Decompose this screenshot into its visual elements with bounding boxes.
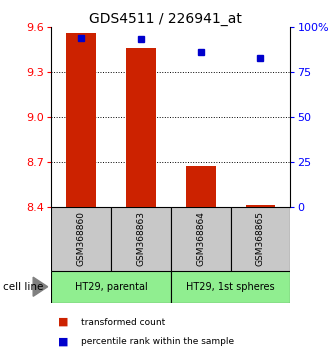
Bar: [51, 207, 111, 271]
Bar: [51, 271, 171, 303]
Bar: [171, 207, 231, 271]
Bar: [246, 205, 276, 207]
Bar: [126, 47, 156, 207]
Text: GSM368865: GSM368865: [256, 211, 265, 267]
Bar: [111, 207, 171, 271]
Text: GSM368860: GSM368860: [77, 211, 85, 267]
Bar: [186, 166, 215, 207]
Text: GDS4511 / 226941_at: GDS4511 / 226941_at: [88, 12, 242, 27]
Text: cell line: cell line: [3, 282, 44, 292]
Text: percentile rank within the sample: percentile rank within the sample: [81, 337, 234, 346]
Text: ■: ■: [58, 337, 68, 347]
Polygon shape: [33, 277, 48, 296]
Text: GSM368864: GSM368864: [196, 211, 205, 267]
Bar: [66, 33, 96, 207]
Text: transformed count: transformed count: [81, 318, 165, 327]
Text: GSM368863: GSM368863: [136, 211, 146, 267]
Bar: [231, 207, 290, 271]
Bar: [171, 271, 290, 303]
Text: ■: ■: [58, 317, 68, 327]
Text: HT29, 1st spheres: HT29, 1st spheres: [186, 282, 275, 292]
Text: HT29, parental: HT29, parental: [75, 282, 147, 292]
